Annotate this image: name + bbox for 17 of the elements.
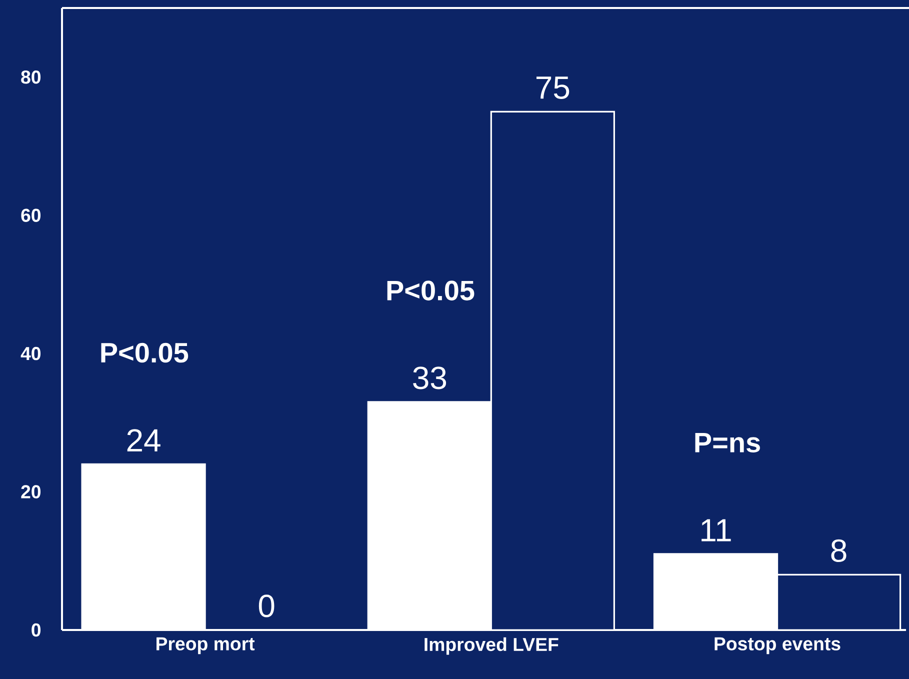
x-tick-label: Postop events — [714, 637, 840, 654]
annotation: P<0.05 — [101, 342, 188, 363]
y-tick-label: 60 — [21, 208, 41, 222]
data-label: 11 — [702, 519, 731, 542]
data-label: 33 — [413, 366, 446, 390]
x-tick-label: Improved LVEF — [424, 637, 558, 655]
y-tick-label: 20 — [21, 485, 41, 498]
data-label: 75 — [536, 76, 570, 99]
annotation: P=ns — [695, 432, 760, 453]
y-tick-label: 40 — [20, 346, 41, 360]
x-tick-label: Preop mort — [156, 637, 255, 654]
data-label: 24 — [127, 429, 160, 452]
annotation: P<0.05 — [387, 280, 474, 300]
data-label: 8 — [831, 539, 846, 562]
y-tick-label: 0 — [32, 623, 41, 637]
y-tick-label: 80 — [21, 70, 41, 84]
data-label: 0 — [258, 594, 274, 618]
